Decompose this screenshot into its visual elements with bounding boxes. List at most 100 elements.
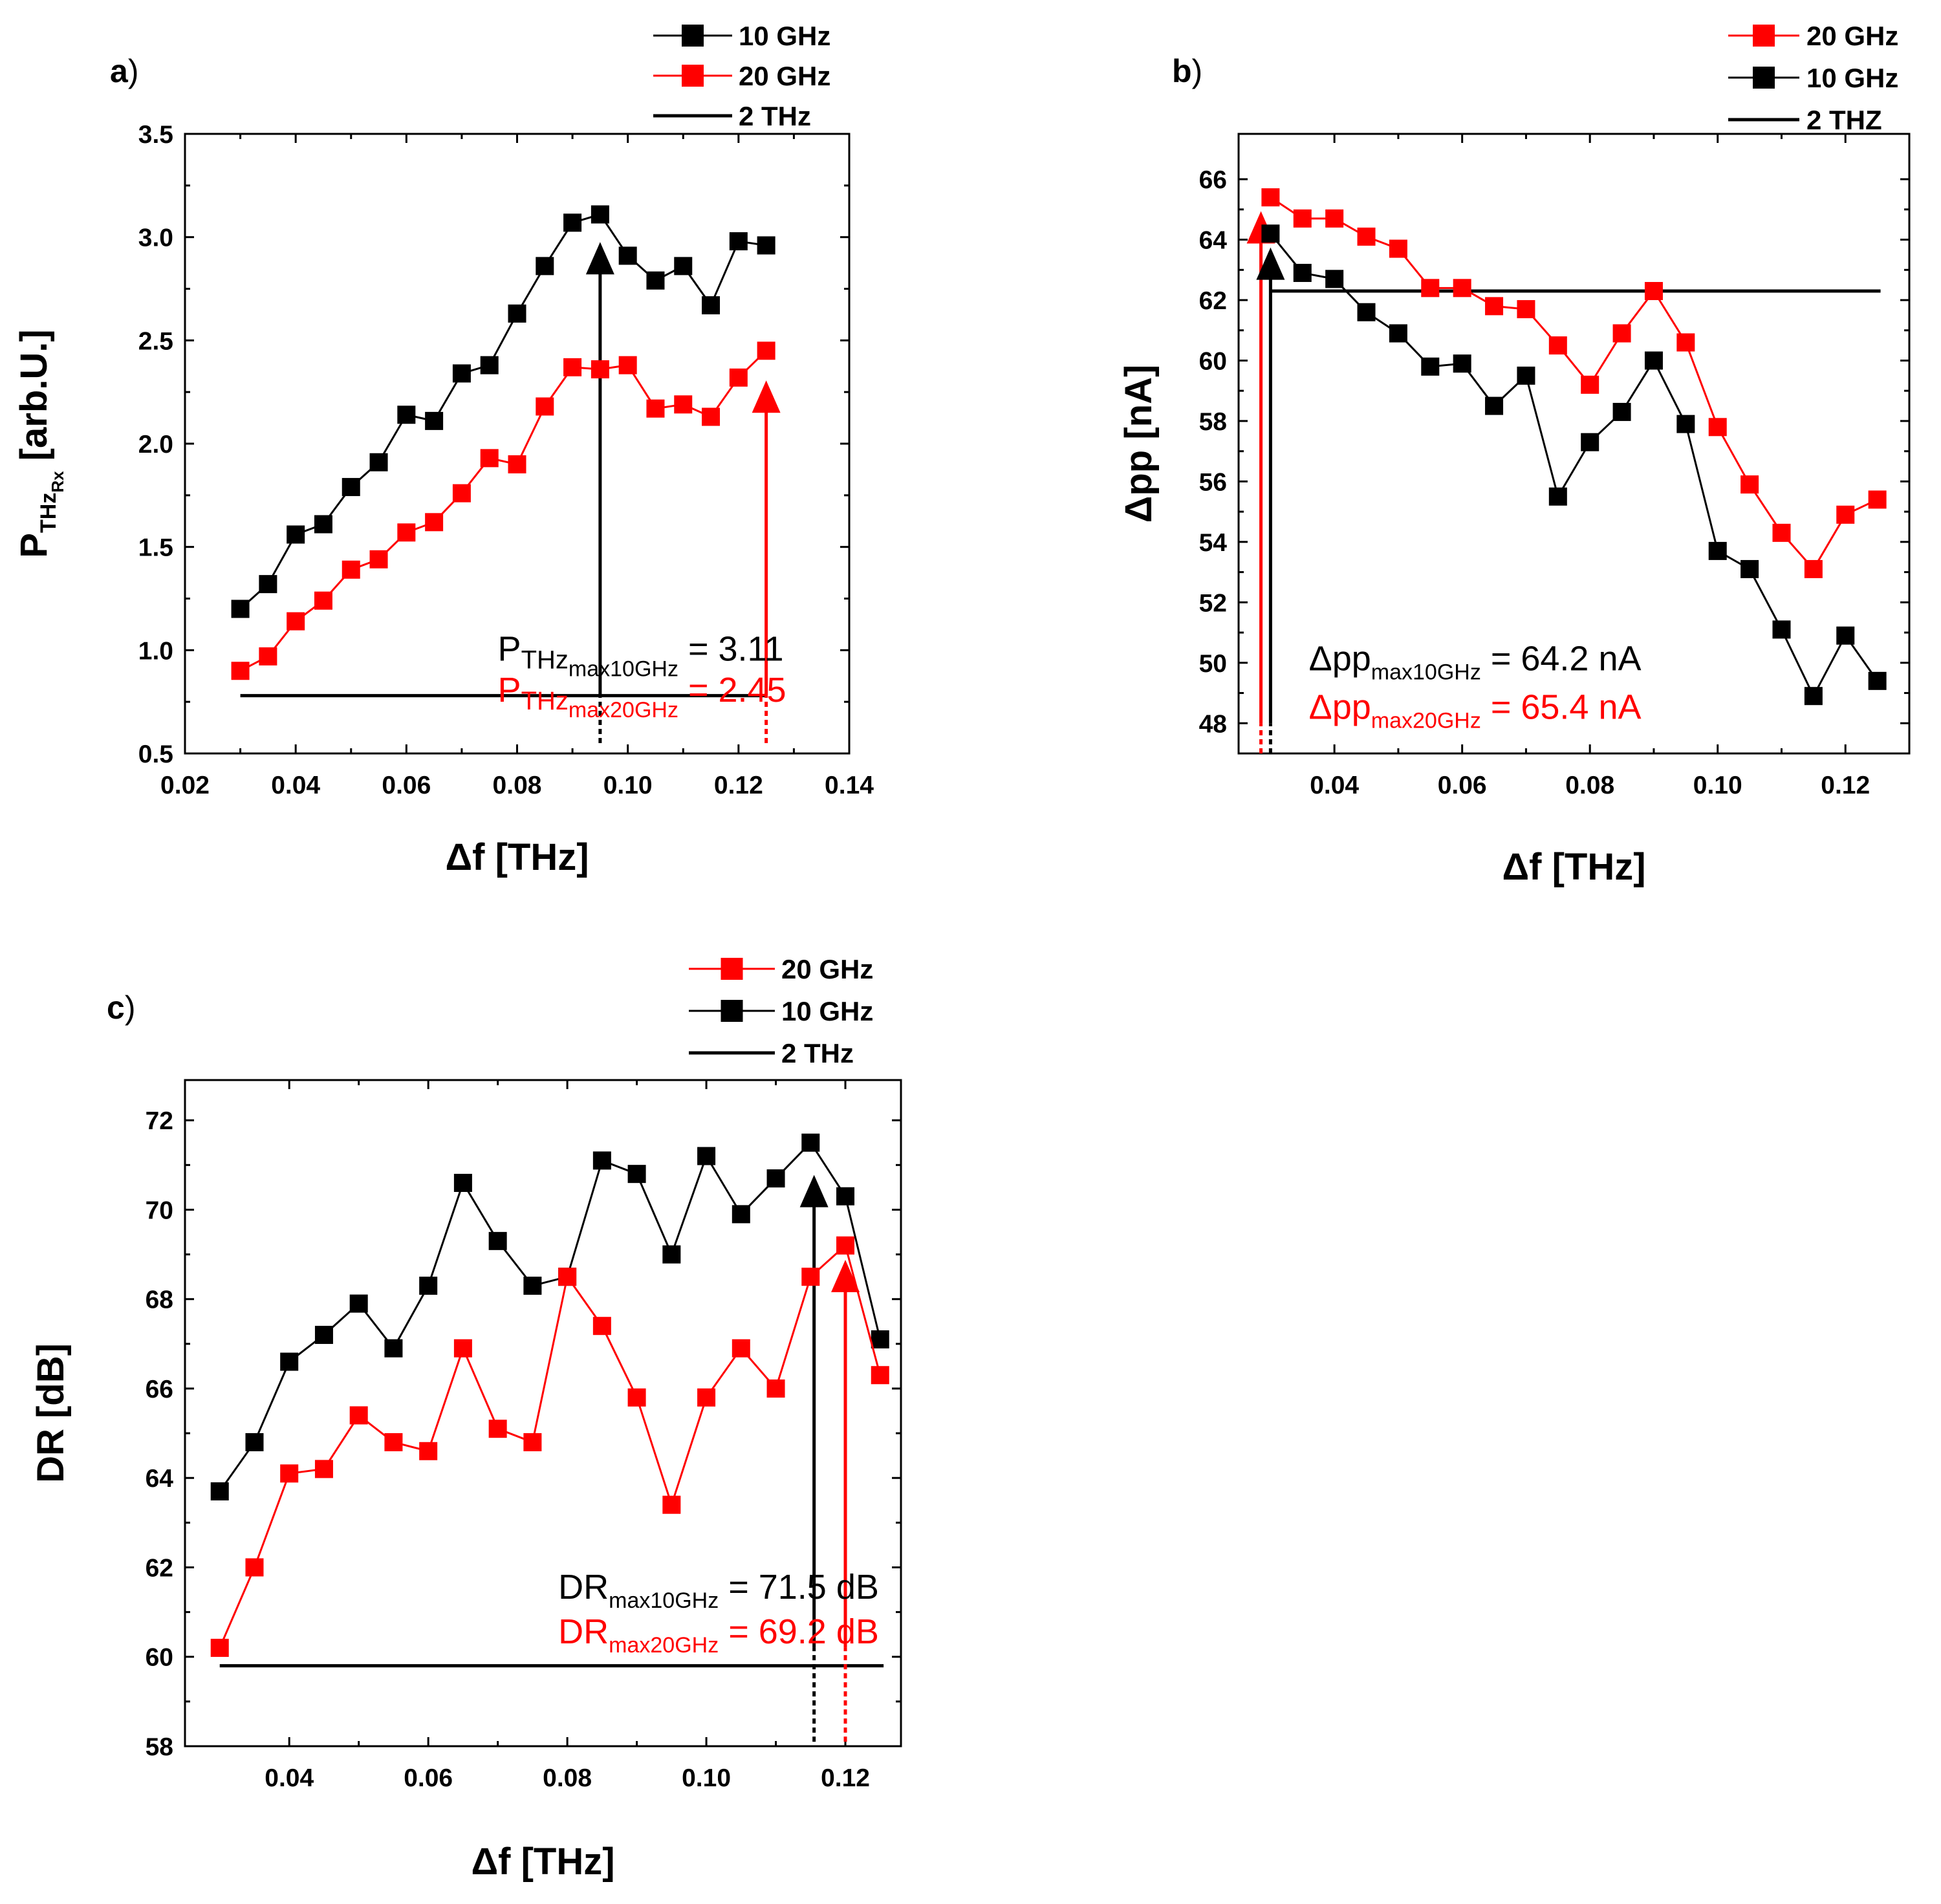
data-point <box>674 395 693 414</box>
data-point <box>662 1245 681 1264</box>
x-tick-label: 0.14 <box>825 772 874 799</box>
x-tick-label: 0.06 <box>1438 772 1487 799</box>
y-tick-label: 72 <box>146 1107 173 1135</box>
data-point <box>801 1133 820 1152</box>
data-point <box>397 406 416 424</box>
data-point <box>1421 279 1440 298</box>
annotation-main: Δpp <box>1309 687 1371 726</box>
data-point <box>1708 541 1727 560</box>
data-point <box>732 1205 750 1224</box>
x-axis-label: Δf [THz] <box>445 836 589 878</box>
data-point <box>287 525 305 544</box>
panel-letter-char: b <box>1172 53 1192 89</box>
data-point <box>1868 490 1887 509</box>
annotation-main: Δpp <box>1309 639 1371 678</box>
legend-label: 10 GHz <box>739 21 830 51</box>
arrow-head <box>585 242 614 275</box>
legend-label: 20 GHz <box>781 954 873 984</box>
panel-letter-char: a <box>110 53 129 89</box>
data-point <box>259 647 277 665</box>
y-tick-label: 2.0 <box>138 431 173 459</box>
annotation-sub: THz <box>521 687 569 715</box>
data-point <box>314 1460 333 1478</box>
data-point <box>1612 324 1631 343</box>
data-point <box>757 341 775 360</box>
data-point <box>1612 402 1631 421</box>
series-line-10-ghz <box>219 1141 882 1492</box>
arrow-head <box>1256 247 1285 280</box>
legend-label: 2 THz <box>781 1038 854 1068</box>
annotation-sub: max10GHz <box>1371 660 1481 684</box>
y-tick-label: 64 <box>146 1465 174 1493</box>
data-point <box>536 397 554 416</box>
y-tick-label: 66 <box>1199 166 1227 194</box>
data-point <box>702 407 721 426</box>
data-point <box>488 1420 507 1438</box>
data-point <box>618 246 637 265</box>
y-tick-label: 0.5 <box>138 741 173 768</box>
data-point <box>674 257 693 276</box>
data-point <box>729 232 748 251</box>
y-tick-label: 66 <box>146 1376 173 1403</box>
x-tick-label: 0.10 <box>603 772 653 799</box>
y-tick-label: 58 <box>146 1733 173 1761</box>
annotation: DRmax10GHz = 71.5 dB <box>558 1568 879 1613</box>
data-point <box>210 1482 229 1500</box>
data-point <box>871 1366 889 1385</box>
data-point <box>480 449 499 468</box>
data-point <box>563 213 582 232</box>
annotation: PTHzmax20GHz = 2.45 <box>498 671 786 722</box>
y-tick-label: 60 <box>146 1644 173 1672</box>
data-point <box>1644 351 1663 370</box>
x-tick-label: 0.10 <box>1693 772 1742 799</box>
data-point <box>1804 559 1823 578</box>
x-tick-label: 0.06 <box>404 1764 453 1792</box>
data-point <box>1708 418 1727 437</box>
legend-label: 10 GHz <box>1806 63 1898 93</box>
y-tick-label: 2.5 <box>138 327 173 355</box>
y-tick-label: 1.0 <box>138 637 173 665</box>
data-point <box>245 1433 264 1451</box>
annotation: PTHzmax10GHz = 3.11 <box>498 629 784 681</box>
data-point <box>662 1495 681 1514</box>
data-point <box>1389 324 1407 343</box>
y-tick-label: 50 <box>1199 650 1227 678</box>
annotation-value: = 71.5 dB <box>719 1568 879 1606</box>
data-point <box>697 1388 716 1407</box>
y-tick-label: 3.5 <box>138 121 173 149</box>
chart-panel-a: a) 0.02 0.04 0.06 0.08 0.10 0.12 0.14 0.5 1.0 1.5 2… <box>13 21 874 878</box>
data-point <box>766 1169 785 1188</box>
legend-marker <box>721 1000 743 1022</box>
legend-marker <box>721 958 743 980</box>
annotation: Δppmax20GHz = 65.4 nA <box>1309 687 1642 733</box>
panel-letter-paren: ) <box>125 990 136 1026</box>
x-tick-label: 0.08 <box>493 772 542 799</box>
y-tick-label: 48 <box>1199 710 1227 738</box>
data-point <box>801 1268 820 1286</box>
y-axis-label-main: P <box>13 533 55 558</box>
data-point <box>1868 671 1887 690</box>
data-point <box>280 1352 299 1371</box>
data-point <box>1293 209 1312 228</box>
data-point <box>646 399 665 418</box>
data-point <box>1836 626 1855 645</box>
data-point <box>1357 303 1376 321</box>
y-tick-label: 62 <box>1199 287 1227 315</box>
data-point <box>508 304 526 323</box>
x-axis-label: Δf [THz] <box>471 1841 614 1883</box>
chart-panel-c: c) 0.04 0.06 0.08 0.10 0.12 58 60 62 64 66 68 70 72 Δf… <box>30 954 902 1883</box>
data-point <box>314 1326 333 1345</box>
data-point <box>259 575 277 594</box>
x-tick-label: 0.12 <box>714 772 763 799</box>
legend-marker <box>1753 67 1775 89</box>
data-point <box>1357 227 1376 246</box>
x-tick-label: 0.02 <box>160 772 210 799</box>
data-point <box>618 356 637 374</box>
y-axis-label-subsub: Rx <box>48 471 67 493</box>
data-point <box>231 600 250 618</box>
y-tick-label: 64 <box>1199 227 1228 255</box>
data-point <box>508 455 526 473</box>
annotation-subsub: max10GHz <box>569 656 678 681</box>
data-point <box>384 1433 403 1451</box>
legend-marker <box>682 25 704 47</box>
